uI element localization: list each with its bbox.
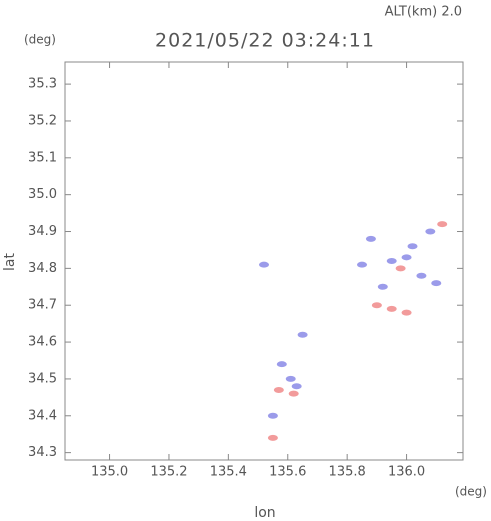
radar-echo — [285, 375, 296, 382]
radar-echo — [407, 243, 418, 250]
radar-echo — [386, 305, 397, 312]
x-tick-label: 135.0 — [91, 465, 128, 480]
radar-echo — [386, 258, 397, 264]
x-tick-label: 136.0 — [388, 465, 425, 480]
y-tick-label: 34.6 — [28, 335, 57, 350]
radar-echo — [431, 280, 442, 287]
radar-echo — [276, 361, 287, 368]
subtitle: ALT(km) 2.0 — [385, 5, 462, 20]
x-unit: (deg) — [455, 485, 487, 499]
y-tick-label: 35.0 — [28, 187, 57, 202]
y-tick-label: 34.3 — [28, 445, 57, 460]
radar-echo — [267, 412, 278, 419]
plot-frame — [64, 61, 464, 461]
radar-echo — [401, 309, 412, 316]
radar-echo — [401, 254, 412, 261]
y-tick-label: 34.7 — [28, 298, 57, 313]
y-unit: (deg) — [24, 33, 56, 47]
radar-echo — [357, 261, 368, 268]
y-tick-label: 34.9 — [28, 224, 57, 239]
radar-echo — [365, 235, 376, 242]
radar-echo — [437, 221, 448, 228]
x-tick-label: 135.2 — [150, 465, 187, 480]
y-tick-label: 35.1 — [28, 150, 57, 165]
radar-echo — [297, 331, 308, 338]
radar-echo — [291, 383, 302, 390]
radar-echo — [259, 261, 269, 268]
y-tick-label: 34.4 — [28, 408, 57, 423]
x-tick-label: 135.8 — [329, 465, 366, 480]
chart-title: 2021/05/22 03:24:11 — [155, 30, 375, 52]
y-axis-label: lat — [2, 253, 18, 271]
x-tick-label: 135.6 — [269, 465, 306, 480]
y-tick-label: 35.3 — [28, 77, 57, 92]
y-tick-label: 34.5 — [28, 371, 57, 386]
radar-echo — [267, 434, 278, 441]
y-tick-label: 35.2 — [28, 113, 57, 128]
radar-echo — [288, 390, 299, 397]
x-axis-label: lon — [254, 505, 275, 521]
radar-echo — [377, 283, 388, 290]
y-tick-label: 34.8 — [28, 261, 57, 276]
radar-echo — [395, 265, 406, 272]
radar-echo — [416, 272, 427, 279]
x-tick-label: 135.4 — [210, 465, 247, 480]
radar-echo — [425, 228, 436, 235]
radar-echo — [273, 386, 284, 393]
radar-echo — [371, 302, 382, 309]
